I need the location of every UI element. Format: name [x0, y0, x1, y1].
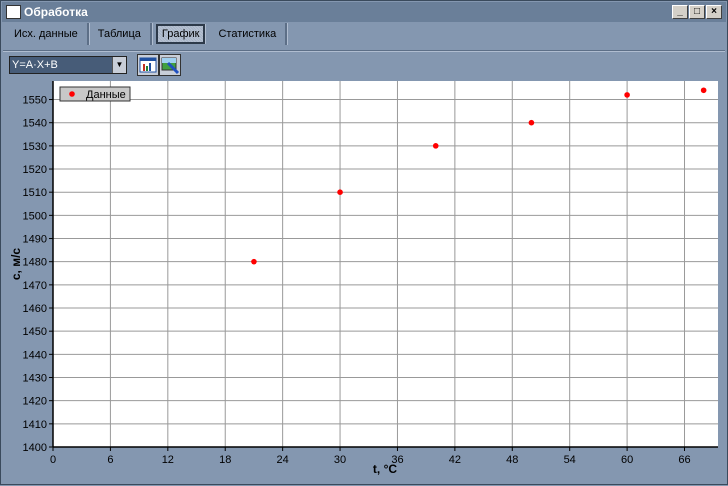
- tab-statistics[interactable]: Статистика: [209, 23, 288, 45]
- window-title: Обработка: [24, 5, 88, 19]
- maximize-button[interactable]: □: [689, 5, 705, 19]
- legend-label: Данные: [86, 89, 126, 101]
- y-tick-label: 1500: [23, 210, 47, 222]
- y-tick-label: 1540: [23, 118, 47, 130]
- y-axis-label: c, м/с: [9, 248, 23, 281]
- data-point: [624, 92, 630, 98]
- y-tick-label: 1430: [23, 373, 47, 385]
- data-point: [251, 258, 257, 265]
- x-tick-label: 54: [564, 454, 576, 466]
- x-tick-label: 42: [449, 454, 461, 466]
- x-tick-label: 6: [107, 454, 113, 466]
- chevron-down-icon[interactable]: ▼: [112, 57, 126, 73]
- plot-area: [53, 81, 718, 447]
- x-tick-label: 12: [162, 454, 174, 466]
- data-point: [337, 189, 343, 195]
- y-tick-label: 1510: [23, 187, 47, 199]
- legend-marker: [69, 91, 75, 97]
- y-tick-label: 1480: [23, 257, 47, 269]
- formula-select[interactable]: Y=A·X+B ▼: [9, 56, 127, 74]
- x-tick-label: 66: [678, 454, 690, 466]
- bar-chart-icon: [139, 57, 157, 73]
- tab-table[interactable]: Таблица: [89, 23, 152, 45]
- y-tick-label: 1520: [23, 164, 47, 176]
- y-tick-label: 1490: [23, 234, 47, 246]
- y-tick-label: 1550: [23, 95, 47, 107]
- y-tick-label: 1530: [23, 141, 47, 153]
- y-tick-label: 1440: [23, 349, 47, 361]
- minimize-button[interactable]: _: [672, 5, 688, 19]
- y-tick-label: 1400: [23, 442, 47, 454]
- export-image-button[interactable]: [159, 54, 181, 76]
- formula-value: Y=A·X+B: [12, 59, 58, 71]
- app-icon: [6, 5, 21, 19]
- y-tick-label: 1460: [23, 303, 47, 315]
- title-bar: Обработка _ □ ×: [2, 2, 726, 22]
- x-tick-label: 0: [50, 454, 56, 466]
- picture-brush-icon: [161, 57, 180, 75]
- x-tick-label: 48: [506, 454, 518, 466]
- y-tick-label: 1420: [23, 396, 47, 408]
- x-axis-label: t, °C: [373, 462, 397, 476]
- x-tick-label: 30: [334, 454, 346, 466]
- close-button[interactable]: ×: [706, 5, 722, 19]
- tab-chart[interactable]: График: [155, 24, 206, 44]
- divider: [3, 50, 725, 52]
- data-point: [432, 143, 439, 149]
- tab-source-data[interactable]: Исх. данные: [5, 23, 89, 45]
- data-point: [528, 119, 535, 126]
- legend: [59, 86, 131, 102]
- x-tick-label: 24: [277, 454, 289, 466]
- y-tick-label: 1450: [23, 326, 47, 338]
- y-tick-label: 1470: [23, 280, 47, 292]
- x-tick-label: 60: [621, 454, 633, 466]
- x-tick-label: 36: [391, 454, 403, 466]
- chart-settings-button[interactable]: [137, 54, 159, 76]
- x-tick-label: 18: [219, 454, 231, 466]
- data-point: [700, 87, 707, 94]
- y-tick-label: 1410: [23, 419, 47, 431]
